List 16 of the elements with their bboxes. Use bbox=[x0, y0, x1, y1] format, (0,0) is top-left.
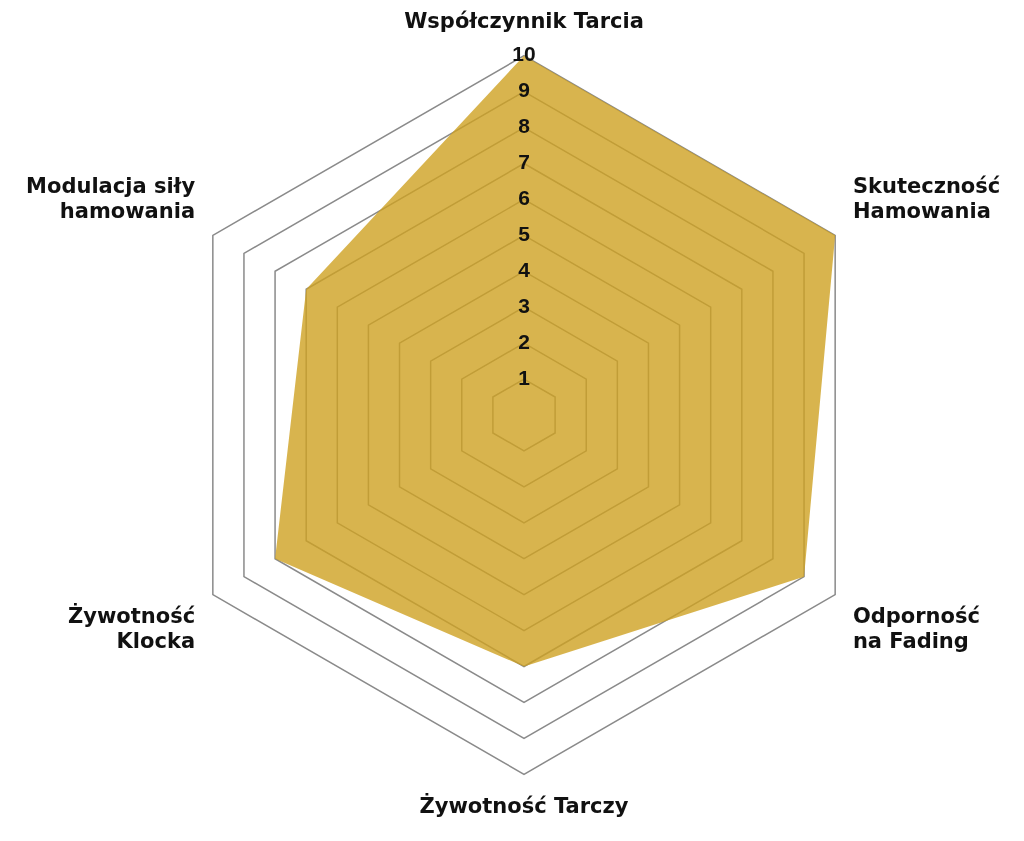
y-tick-label: 5 bbox=[518, 222, 531, 246]
y-tick-label: 9 bbox=[518, 78, 530, 102]
y-tick-label: 7 bbox=[518, 150, 530, 174]
spoke-label: Skuteczność Hamowania bbox=[852, 173, 1001, 223]
y-tick-label: 4 bbox=[518, 258, 531, 282]
y-tick-label: 1 bbox=[518, 365, 531, 389]
spoke-label: Modulacja siły hamowania bbox=[26, 173, 196, 223]
spoke-label: Żywotność Tarczy bbox=[419, 792, 629, 818]
spoke-label: Odporność na Fading bbox=[852, 603, 980, 654]
y-tick-label: 3 bbox=[518, 294, 530, 318]
spoke-label: Żywotność Klocka bbox=[67, 602, 196, 654]
y-tick-label: 8 bbox=[518, 114, 531, 138]
y-tick-label: 6 bbox=[518, 186, 530, 210]
y-tick-label: 2 bbox=[518, 329, 530, 353]
spoke-label: Współczynnik Tarcia bbox=[404, 9, 644, 34]
y-tick-label: 10 bbox=[512, 42, 536, 66]
